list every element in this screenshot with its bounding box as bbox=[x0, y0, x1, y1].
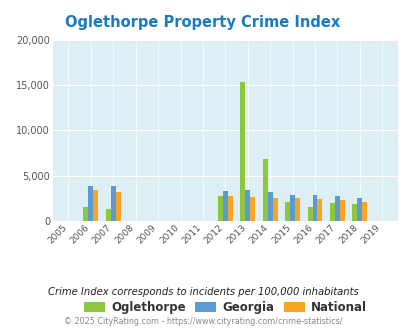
Bar bbox=[267, 192, 272, 221]
Bar bbox=[217, 196, 222, 221]
Bar bbox=[88, 186, 93, 221]
Bar bbox=[312, 195, 317, 221]
Bar bbox=[284, 202, 290, 221]
Bar bbox=[262, 159, 267, 221]
Bar bbox=[106, 209, 111, 221]
Text: Crime Index corresponds to incidents per 100,000 inhabitants: Crime Index corresponds to incidents per… bbox=[47, 287, 358, 297]
Text: Oglethorpe Property Crime Index: Oglethorpe Property Crime Index bbox=[65, 15, 340, 30]
Bar bbox=[272, 197, 277, 221]
Legend: Oglethorpe, Georgia, National: Oglethorpe, Georgia, National bbox=[79, 296, 371, 318]
Bar bbox=[352, 204, 356, 221]
Bar bbox=[361, 202, 366, 221]
Bar bbox=[339, 200, 344, 221]
Bar bbox=[317, 199, 322, 221]
Bar bbox=[334, 196, 339, 221]
Text: © 2025 CityRating.com - https://www.cityrating.com/crime-statistics/: © 2025 CityRating.com - https://www.city… bbox=[64, 317, 341, 326]
Bar bbox=[83, 208, 88, 221]
Bar bbox=[356, 198, 361, 221]
Bar bbox=[115, 192, 120, 221]
Bar bbox=[245, 190, 249, 221]
Bar bbox=[294, 198, 299, 221]
Bar bbox=[290, 195, 294, 221]
Bar bbox=[307, 208, 312, 221]
Bar bbox=[249, 197, 254, 221]
Bar bbox=[111, 186, 115, 221]
Bar bbox=[227, 196, 232, 221]
Bar bbox=[222, 191, 227, 221]
Bar bbox=[240, 82, 245, 221]
Bar bbox=[329, 203, 334, 221]
Bar bbox=[93, 190, 98, 221]
